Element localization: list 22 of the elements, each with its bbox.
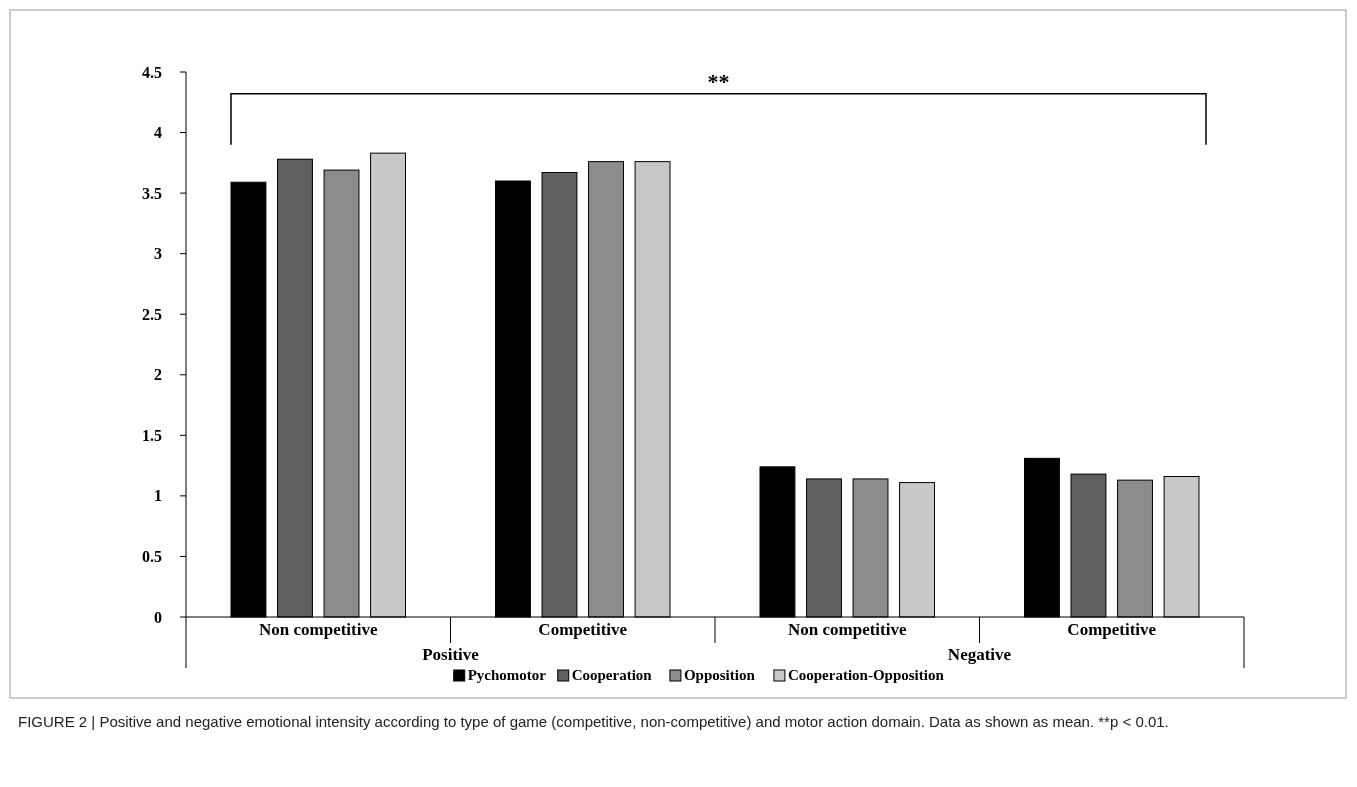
text: Negative — [947, 645, 1012, 664]
y-tick-label: 4 — [154, 124, 162, 142]
x-tick-label: Competitive — [1067, 620, 1157, 639]
x-tick-label: Non competitive — [787, 620, 907, 639]
y-tick-label: 2 — [154, 366, 162, 384]
y-tick-label: 3 — [154, 245, 162, 263]
y-tick-label: 0.5 — [142, 548, 162, 566]
legend-label: Opposition — [683, 667, 756, 683]
legend-label: Pychomotor — [467, 667, 547, 683]
y-tick-label: 1.5 — [142, 426, 162, 444]
y-tick-label: 4.5 — [142, 63, 162, 81]
y-tick-label: 1 — [154, 487, 162, 505]
y-tick-label: 2.5 — [142, 305, 162, 323]
x-tick-label: Non competitive — [258, 620, 378, 639]
y-tick-label: 3.5 — [142, 184, 162, 202]
y-tick-label: 0 — [154, 608, 162, 626]
text: Positive — [422, 645, 480, 664]
annotation: ** — [707, 68, 730, 94]
legend-label: Cooperation-Opposition — [787, 667, 945, 683]
x-tick-label: Competitive — [538, 620, 628, 639]
caption: FIGURE 2 | Positive and negative emotional intensity according to type of game (competitive, non-competitive) and motor action domain. Data as shown as mean. **p < 0.01. — [18, 713, 1170, 730]
legend-label: Cooperation — [571, 667, 653, 683]
